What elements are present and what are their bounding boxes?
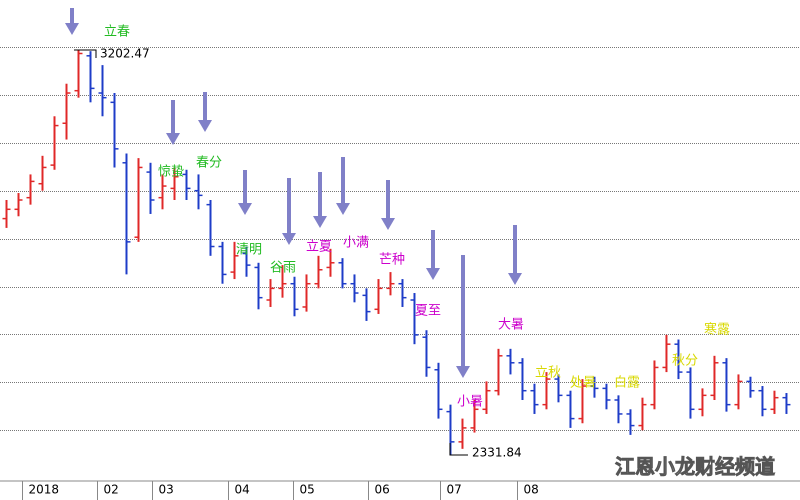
x-tick-label: 08 — [524, 483, 539, 497]
term-label: 寒露 — [704, 322, 730, 338]
term-label: 惊蛰 — [158, 165, 184, 180]
high-label: 3202.47 — [100, 47, 150, 61]
x-tick-label: 05 — [300, 483, 315, 497]
arrow-head — [238, 203, 252, 215]
arrow-head — [282, 233, 296, 245]
arrow-head — [336, 203, 350, 215]
term-label: 小暑 — [457, 395, 483, 410]
arrow-head — [313, 216, 327, 228]
term-label: 谷雨 — [270, 261, 296, 276]
term-label: 春分 — [196, 156, 222, 171]
term-label: 夏至 — [415, 304, 441, 319]
watermark: 江恩小龙财经频道 — [615, 455, 775, 479]
term-label: 清明 — [236, 243, 262, 258]
high-bracket — [73, 49, 97, 59]
term-label: 立秋 — [535, 366, 561, 381]
arrow-head — [426, 268, 440, 280]
term-label: 秋分 — [672, 354, 698, 369]
arrow-head — [166, 133, 180, 145]
term-label: 小满 — [343, 236, 369, 251]
term-label: 大暑 — [498, 318, 524, 333]
x-tick-label: 03 — [159, 483, 174, 497]
arrow-head — [65, 23, 79, 35]
x-tick-label: 2018 — [29, 483, 60, 497]
x-tick-label: 06 — [375, 483, 390, 497]
arrow-head — [456, 366, 470, 378]
low-label: 2331.84 — [472, 445, 522, 459]
term-label: 白露 — [614, 375, 640, 391]
term-label: 芒种 — [379, 252, 405, 268]
term-label: 立夏 — [306, 240, 332, 255]
x-tick-label: 04 — [235, 483, 250, 497]
x-tick-label: 07 — [447, 483, 462, 497]
arrow-head — [381, 218, 395, 230]
term-label: 立春 — [104, 25, 130, 40]
arrow-head — [198, 120, 212, 132]
arrow-head — [508, 273, 522, 285]
x-tick-label: 02 — [104, 483, 119, 497]
low-bracket — [449, 442, 468, 456]
term-label: 处暑 — [570, 376, 596, 391]
